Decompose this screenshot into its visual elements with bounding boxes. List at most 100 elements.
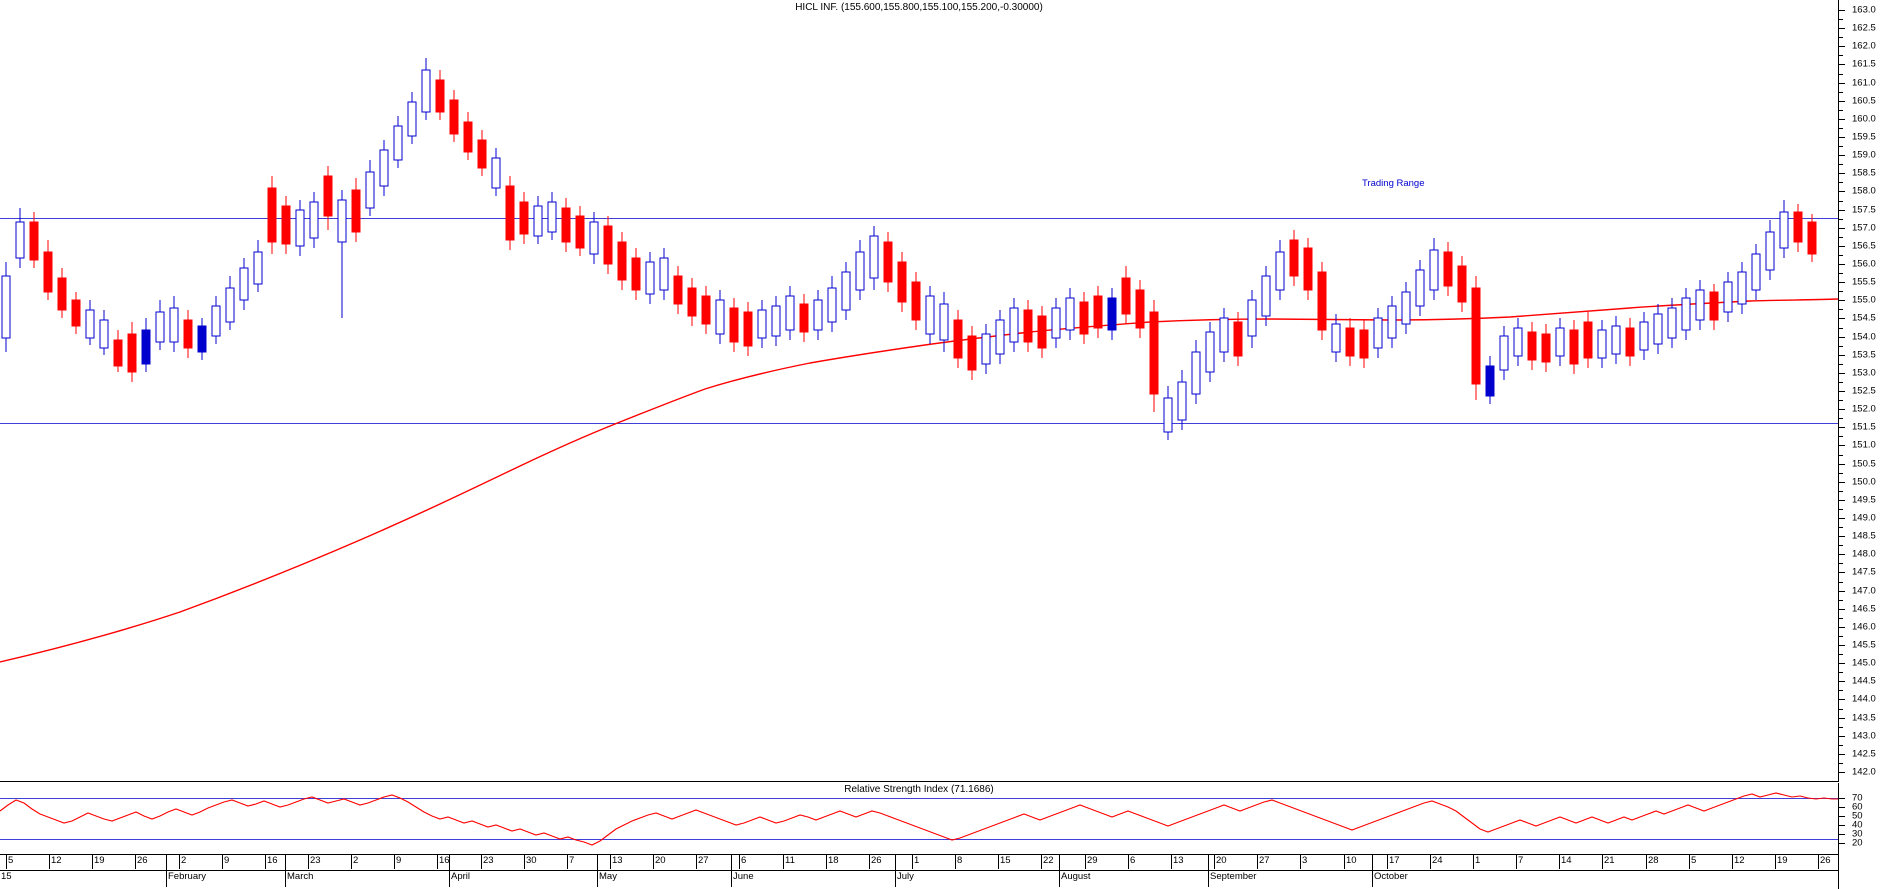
date-axis-tick [49, 855, 50, 869]
rsi-axis-tick [1839, 825, 1845, 826]
date-axis-tick [265, 855, 266, 869]
price-axis-label: 162.0 [1852, 40, 1876, 52]
price-axis-minor-tick [1839, 745, 1843, 746]
price-axis-tick [1839, 282, 1845, 283]
price-chart-pane[interactable]: HICL INF. (155.600,155.800,155.100,155.2… [0, 0, 1838, 782]
price-axis-minor-tick [1839, 709, 1843, 710]
date-axis-tick [437, 855, 438, 869]
rsi-axis-label: 50 [1852, 810, 1863, 822]
price-axis-tick [1839, 119, 1845, 120]
rsi-axis-label: 40 [1852, 819, 1863, 831]
price-axis-minor-tick [1839, 436, 1843, 437]
price-axis-label: 144.5 [1852, 675, 1876, 687]
date-axis-tick [739, 855, 740, 869]
price-axis-label: 159.5 [1852, 131, 1876, 143]
price-axis-minor-tick [1839, 545, 1843, 546]
date-axis-month-tick [597, 855, 598, 887]
date-axis-corner [1838, 855, 1883, 889]
date-axis-tick [1214, 855, 1215, 869]
price-axis-minor-tick [1839, 382, 1843, 383]
price-axis-tick [1839, 772, 1845, 773]
price-axis-label: 150.0 [1852, 476, 1876, 488]
price-axis-minor-tick [1839, 527, 1843, 528]
price-axis-label: 151.0 [1852, 439, 1876, 451]
price-axis-tick [1839, 137, 1845, 138]
rsi-axis-tick [1839, 834, 1845, 835]
price-axis-label: 151.5 [1852, 421, 1876, 433]
price-axis-tick [1839, 101, 1845, 102]
price-axis-minor-tick [1839, 727, 1843, 728]
price-axis-minor-tick [1839, 491, 1843, 492]
date-axis-tick [1559, 855, 1560, 869]
price-axis-minor-tick [1839, 418, 1843, 419]
date-axis-tick [308, 855, 309, 869]
date-axis-tick [1516, 855, 1517, 869]
rsi-plot [0, 792, 1838, 846]
date-axis-day-label: 1 [914, 855, 920, 866]
date-axis-day-label: 1 [1475, 855, 1481, 866]
date-axis-tick [955, 855, 956, 869]
price-axis-label: 157.5 [1852, 204, 1876, 216]
price-axis-minor-tick [1839, 128, 1843, 129]
date-axis-day-label: 2 [181, 855, 187, 866]
price-axis-label: 156.5 [1852, 240, 1876, 252]
date-axis-month-tick [166, 855, 167, 887]
price-axis-label: 142.5 [1852, 748, 1876, 760]
price-axis-label: 149.0 [1852, 512, 1876, 524]
price-axis-tick [1839, 373, 1845, 374]
date-axis-day-label: 28 [1648, 855, 1659, 866]
price-axis-minor-tick [1839, 146, 1843, 147]
date-axis-tick [481, 855, 482, 869]
price-axis-tick [1839, 663, 1845, 664]
date-axis-day-label: 17 [1389, 855, 1400, 866]
price-axis-label: 154.0 [1852, 331, 1876, 343]
date-axis-tick [912, 855, 913, 869]
price-axis-label: 156.0 [1852, 258, 1876, 270]
price-axis-tick [1839, 554, 1845, 555]
price-axis-minor-tick [1839, 690, 1843, 691]
price-axis-tick [1839, 627, 1845, 628]
price-axis-tick [1839, 572, 1845, 573]
date-axis-tick [783, 855, 784, 869]
price-axis-label: 152.5 [1852, 385, 1876, 397]
price-axis-minor-tick [1839, 110, 1843, 111]
price-axis-tick [1839, 28, 1845, 29]
date-axis: 5 12 19 26 2 9 16 23 2 9 16 23 30 7 13 20 27 6 11 18 26 1 8 15 2… [0, 855, 1838, 889]
price-axis-tick [1839, 300, 1845, 301]
price-axis-label: 142.0 [1852, 766, 1876, 778]
date-axis-tick [1689, 855, 1690, 869]
price-axis-tick [1839, 591, 1845, 592]
price-axis-tick [1839, 337, 1845, 338]
date-axis-day-label: 14 [1561, 855, 1572, 866]
price-axis-tick [1839, 409, 1845, 410]
price-axis-minor-tick [1839, 364, 1843, 365]
price-axis-minor-tick [1839, 763, 1843, 764]
date-axis-tick [1041, 855, 1042, 869]
date-axis-day-label: 6 [1130, 855, 1136, 866]
price-axis-tick [1839, 736, 1845, 737]
price-axis-tick [1839, 64, 1845, 65]
price-axis-tick [1839, 536, 1845, 537]
price-axis-tick [1839, 191, 1845, 192]
price-axis-label: 155.0 [1852, 294, 1876, 306]
date-axis-day-label: 18 [828, 855, 839, 866]
date-axis-tick [351, 855, 352, 869]
date-axis-day-label: 24 [1432, 855, 1443, 866]
price-axis-minor-tick [1839, 291, 1843, 292]
date-axis-month-label: May [599, 871, 617, 882]
rsi-axis-label: 20 [1852, 837, 1863, 849]
rsi-axis-label: 70 [1852, 792, 1863, 804]
date-axis-month-tick [731, 855, 732, 887]
price-axis-tick [1839, 609, 1845, 610]
price-axis-minor-tick [1839, 92, 1843, 93]
date-axis-month-tick [1208, 855, 1209, 887]
date-axis-day-label: 10 [1346, 855, 1357, 866]
candlestick-series [1, 58, 1817, 440]
price-axis-label: 160.5 [1852, 95, 1876, 107]
price-axis-tick [1839, 83, 1845, 84]
date-axis-day-label: 3 [1302, 855, 1308, 866]
date-axis-month-tick [1372, 855, 1373, 887]
rsi-axis-tick [1839, 843, 1845, 844]
price-axis-minor-tick [1839, 219, 1843, 220]
rsi-chart-pane[interactable]: Relative Strength Index (71.1686) [0, 783, 1838, 855]
